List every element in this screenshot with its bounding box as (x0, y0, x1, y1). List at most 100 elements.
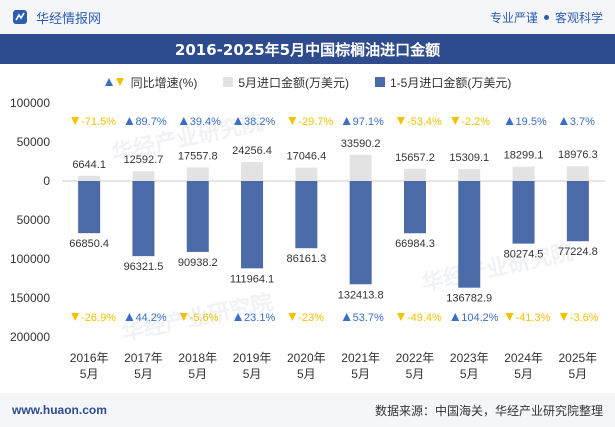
y-tick-label: 200000 (10, 330, 50, 344)
monthly-growth-label: 97.1% (353, 116, 384, 128)
y-tick-label: 100000 (10, 96, 50, 110)
y-tick-label: 50000 (17, 135, 51, 149)
monthly-value-label: 18976.3 (558, 149, 598, 161)
monthly-growth-up-arrow-icon (342, 117, 351, 125)
x-tick-label: 2020年 5月 (287, 351, 326, 381)
cumulative-growth-up-arrow-icon (234, 313, 243, 321)
cumulative-growth-label: 104.2% (461, 312, 499, 324)
cumulative-growth-label: -49.4% (407, 312, 442, 324)
monthly-value-label: 15657.2 (395, 152, 435, 164)
chart-title-bar: 2016-2025年5月中国棕榈油进口金额 (0, 34, 615, 64)
cumulative-bar (78, 181, 101, 234)
monthly-growth-label: -53.4% (407, 116, 442, 128)
monthly-growth-label: -29.7% (298, 116, 333, 128)
monthly-value-label: 18299.1 (504, 150, 544, 162)
growth-arrows-icon (104, 78, 124, 86)
site-name: 华经情报网 (36, 10, 102, 26)
top-bar: 华经情报网 专业严谨 客观科学 (0, 0, 615, 34)
monthly-bar (349, 154, 372, 181)
cumulative-bar (349, 181, 372, 285)
x-tick-label: 2022年 5月 (396, 351, 435, 381)
x-tick-label: 2016年 5月 (70, 351, 109, 381)
cumulative-bar (512, 181, 535, 244)
legend-cumulative: 1-5月进口金额(万美元) (375, 74, 511, 91)
monthly-growth-up-arrow-icon (179, 117, 188, 125)
legend-growth-label: 同比增速(%) (130, 75, 198, 90)
monthly-growth-up-arrow-icon (234, 117, 243, 125)
monthly-growth-label: 19.5% (516, 116, 547, 128)
y-tick-label: 100000 (10, 252, 50, 266)
cumulative-growth-up-arrow-icon (451, 313, 460, 321)
cumulative-growth-down-arrow-icon (396, 313, 405, 321)
cumulative-bar (458, 181, 481, 288)
legend-monthly: 5月进口金额(万美元) (223, 74, 349, 91)
monthly-growth-up-arrow-icon (559, 117, 568, 125)
x-tick-label: 2017年 5月 (124, 351, 163, 381)
x-tick-label: 2023年 5月 (450, 351, 489, 381)
cumulative-growth-down-arrow-icon (559, 313, 568, 321)
x-tick-label: 2024年 5月 (504, 351, 543, 381)
monthly-bar (186, 167, 209, 181)
cumulative-growth-down-arrow-icon (71, 313, 80, 321)
monthly-bar (241, 162, 264, 181)
cumulative-bar (132, 181, 155, 257)
cumulative-value-label: 111964.1 (230, 273, 274, 285)
cumulative-growth-label: 23.1% (244, 312, 275, 324)
legend-cumulative-label: 1-5月进口金额(万美元) (390, 75, 512, 90)
chart-title: 2016-2025年5月中国棕榈油进口金额 (174, 40, 441, 59)
cumulative-value-label: 136782.9 (446, 293, 492, 305)
monthly-growth-label: 3.7% (570, 116, 595, 128)
cumulative-bar (566, 181, 589, 242)
monthly-growth-down-arrow-icon (451, 117, 460, 125)
legend-monthly-label: 5月进口金额(万美元) (238, 75, 349, 90)
cumulative-growth-down-arrow-icon (179, 313, 188, 321)
monthly-bar (295, 167, 318, 181)
cumulative-value-label: 132413.8 (338, 289, 384, 301)
cumulative-growth-up-arrow-icon (125, 313, 134, 321)
monthly-growth-down-arrow-icon (396, 117, 405, 125)
monthly-bar (132, 171, 155, 181)
monthly-growth-label: -71.5% (81, 116, 116, 128)
monthly-bar (458, 169, 481, 181)
y-tick-label: 150000 (10, 291, 50, 305)
footer-bar: www.huaon.com 数据来源：中国海关，华经产业研究院整理 (0, 393, 615, 427)
y-tick-label: 50000 (17, 213, 51, 227)
footer-website[interactable]: www.huaon.com (12, 403, 107, 417)
cumulative-value-label: 66984.3 (395, 238, 435, 250)
footer-source: 数据来源：中国海关，华经产业研究院整理 (374, 403, 603, 418)
legend-growth: 同比增速(%) (104, 74, 198, 91)
monthly-growth-up-arrow-icon (125, 117, 134, 125)
monthly-value-label: 33590.2 (341, 138, 381, 150)
monthly-bar (78, 175, 101, 181)
cumulative-bar (241, 181, 264, 269)
chart-area: 100000 50000 0 50000 100000 150000 200000 6644.… (10, 96, 605, 381)
tag-objective: 客观科学 (554, 10, 603, 25)
header-tags: 专业严谨 客观科学 (490, 9, 603, 26)
monthly-growth-label: 38.2% (244, 116, 275, 128)
cumulative-growth-down-arrow-icon (288, 313, 297, 321)
cumulative-growth-label: -3.6% (570, 312, 599, 324)
monthly-value-label: 17557.8 (178, 150, 218, 162)
monthly-growth-label: -2.2% (461, 116, 490, 128)
cumulative-bar (186, 181, 209, 252)
cumulative-value-label: 86161.3 (286, 253, 326, 265)
logo-icon (13, 10, 27, 24)
x-tick-label: 2021年 5月 (341, 351, 380, 381)
cumulative-value-label: 90938.2 (178, 257, 218, 269)
cumulative-growth-label: 44.2% (135, 312, 166, 324)
monthly-value-label: 12592.7 (124, 154, 164, 166)
monthly-value-label: 24256.4 (232, 145, 272, 157)
monthly-growth-down-arrow-icon (288, 117, 297, 125)
cumulative-value-label: 80274.5 (504, 249, 544, 261)
legend-monthly-swatch (223, 77, 234, 87)
chart-legend: 同比增速(%) 5月进口金额(万美元) 1-5月进口金额(万美元) (0, 72, 615, 92)
monthly-growth-label: 39.4% (190, 116, 221, 128)
cumulative-value-label: 66850.4 (69, 238, 109, 250)
x-tick-label: 2018年 5月 (178, 351, 217, 381)
cumulative-value-label: 96321.5 (124, 261, 164, 273)
cumulative-growth-down-arrow-icon (505, 313, 514, 321)
cumulative-growth-label: 53.7% (353, 312, 384, 324)
brand[interactable]: 华经情报网 (12, 8, 101, 27)
tag-professional: 专业严谨 (489, 10, 538, 25)
monthly-value-label: 15309.1 (449, 152, 489, 164)
